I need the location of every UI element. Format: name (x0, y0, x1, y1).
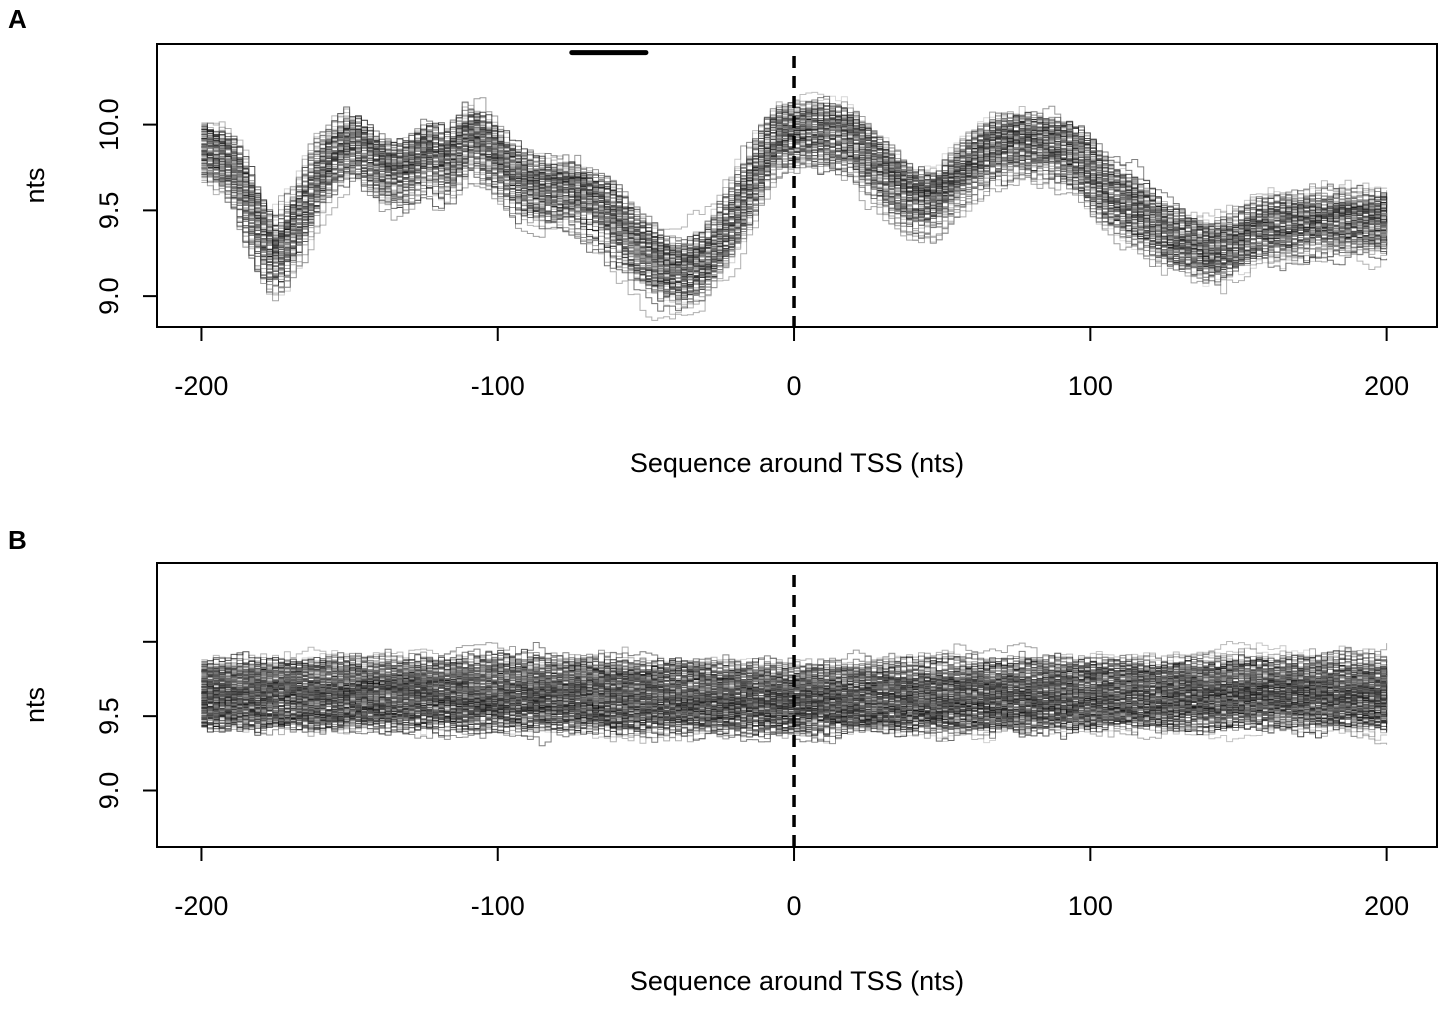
x-tick-label: 0 (787, 371, 802, 401)
series-line (201, 114, 1388, 265)
series-line (201, 669, 1388, 708)
y-tick-label: 10.0 (94, 98, 124, 151)
x-tick-label: 100 (1068, 891, 1113, 921)
y-axis-a: 9.0 9.5 10.0 (94, 98, 158, 315)
x-tick-label: -100 (471, 891, 525, 921)
x-tick-label: 200 (1364, 891, 1409, 921)
y-tick-label: 9.0 (94, 772, 124, 810)
y-axis-title-a: nts (20, 167, 50, 203)
series-line (201, 695, 1388, 735)
y-axis-b: 9.0 9.5 (94, 640, 158, 810)
plot-frame-a (156, 43, 1438, 328)
series-lines-a (201, 91, 1388, 321)
x-axis-title-a: Sequence around TSS (nts) (630, 448, 964, 478)
y-tick-label: 9.5 (94, 697, 124, 735)
y-axis-title-b: nts (20, 687, 50, 723)
series-line (201, 129, 1388, 292)
y-tick-label: 9.5 (94, 192, 124, 230)
panel-label-a: A (8, 4, 27, 34)
series-line (201, 642, 1388, 683)
series-line (201, 700, 1388, 736)
x-axis-b: -200 -100 0 100 200 (174, 846, 1409, 921)
x-axis-a: -200 -100 0 100 200 (174, 326, 1409, 401)
chart-panel-a: -200 -100 0 100 200 9.0 9.5 10.0 Sequence arou… (20, 43, 1438, 478)
series-line (201, 707, 1388, 745)
panel-label-b: B (8, 525, 27, 555)
x-tick-label: -200 (174, 891, 228, 921)
overlay-a (569, 50, 796, 327)
series-line (201, 662, 1388, 694)
y-tick-label: 9.0 (94, 277, 124, 315)
series-line (201, 111, 1388, 260)
series-line (201, 692, 1388, 721)
series-line (201, 694, 1388, 732)
series-line (201, 114, 1388, 279)
x-tick-label: 100 (1068, 371, 1113, 401)
x-tick-label: -100 (471, 371, 525, 401)
x-tick-label: 200 (1364, 371, 1409, 401)
series-line (201, 150, 1388, 302)
series-line (201, 674, 1388, 709)
x-tick-label: -200 (174, 371, 228, 401)
x-axis-title-b: Sequence around TSS (nts) (630, 966, 964, 996)
chart-panel-b: -200 -100 0 100 200 9.0 9.5 Sequence around T… (20, 562, 1438, 996)
x-tick-label: 0 (787, 891, 802, 921)
